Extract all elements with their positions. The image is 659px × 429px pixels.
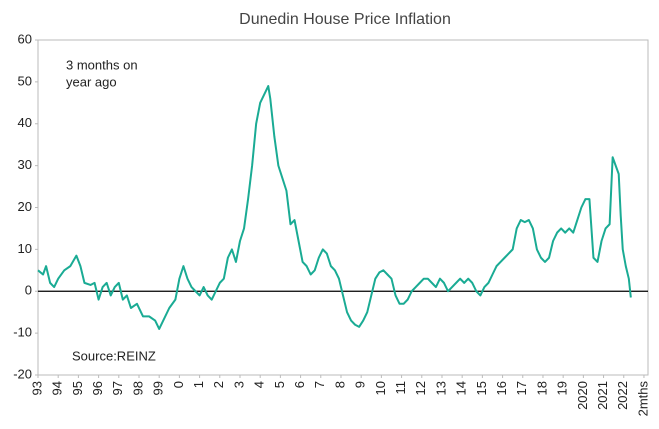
y-tick-label: 20 <box>18 199 32 214</box>
x-tick-label: 99 <box>151 381 166 395</box>
x-tick-label: 8 <box>332 381 347 388</box>
x-tick-label: 97 <box>110 381 125 395</box>
annotation: year ago <box>66 74 117 89</box>
y-tick-label: 10 <box>18 241 32 256</box>
x-tick-label: 15 <box>474 381 489 395</box>
x-tick-label: 2020 <box>575 381 590 410</box>
x-tick-label: 96 <box>90 381 105 395</box>
y-tick-label: 40 <box>18 115 32 130</box>
x-tick-label: 5 <box>272 381 287 388</box>
x-tick-label: 2021 <box>595 381 610 410</box>
y-tick-label: 60 <box>18 31 32 46</box>
x-tick-label: 7 <box>312 381 327 388</box>
x-tick-label: 4 <box>252 381 267 388</box>
x-tick-label: 6 <box>292 381 307 388</box>
x-tick-label: 19 <box>555 381 570 395</box>
x-tick-label: 9 <box>353 381 368 388</box>
x-tick-label: 11 <box>393 381 408 395</box>
y-tick-label: 30 <box>18 157 32 172</box>
y-tick-label: 50 <box>18 73 32 88</box>
x-tick-label: 1 <box>191 381 206 388</box>
x-tick-label: 0 <box>171 381 186 388</box>
x-tick-label: 17 <box>514 381 529 395</box>
data-line <box>37 85 632 330</box>
annotation: 3 months on <box>66 57 138 72</box>
x-tick-label: 14 <box>454 381 469 395</box>
x-tick-label: 12 <box>413 381 428 395</box>
x-tick-label: 2022 <box>615 381 630 410</box>
plot-frame <box>37 39 649 376</box>
source-note: Source:REINZ <box>72 348 156 363</box>
x-tick-label: 95 <box>70 381 85 395</box>
x-tick-label: 93 <box>29 381 44 395</box>
x-tick-label: 16 <box>494 381 509 395</box>
x-tick-label: 3 <box>231 381 246 388</box>
y-tick-label: -20 <box>13 366 32 381</box>
x-tick-label: 10 <box>373 381 388 395</box>
y-tick-label: -10 <box>13 325 32 340</box>
x-tick-label: 18 <box>534 381 549 395</box>
x-tick-label: 98 <box>130 381 145 395</box>
x-tick-label: 2 <box>211 381 226 388</box>
x-tick-label: 94 <box>50 381 65 395</box>
y-tick-label: 0 <box>25 283 32 298</box>
x-tick-label: 2mths <box>635 381 650 417</box>
x-tick-label: 13 <box>433 381 448 395</box>
chart-title: Dunedin House Price Inflation <box>239 11 451 28</box>
